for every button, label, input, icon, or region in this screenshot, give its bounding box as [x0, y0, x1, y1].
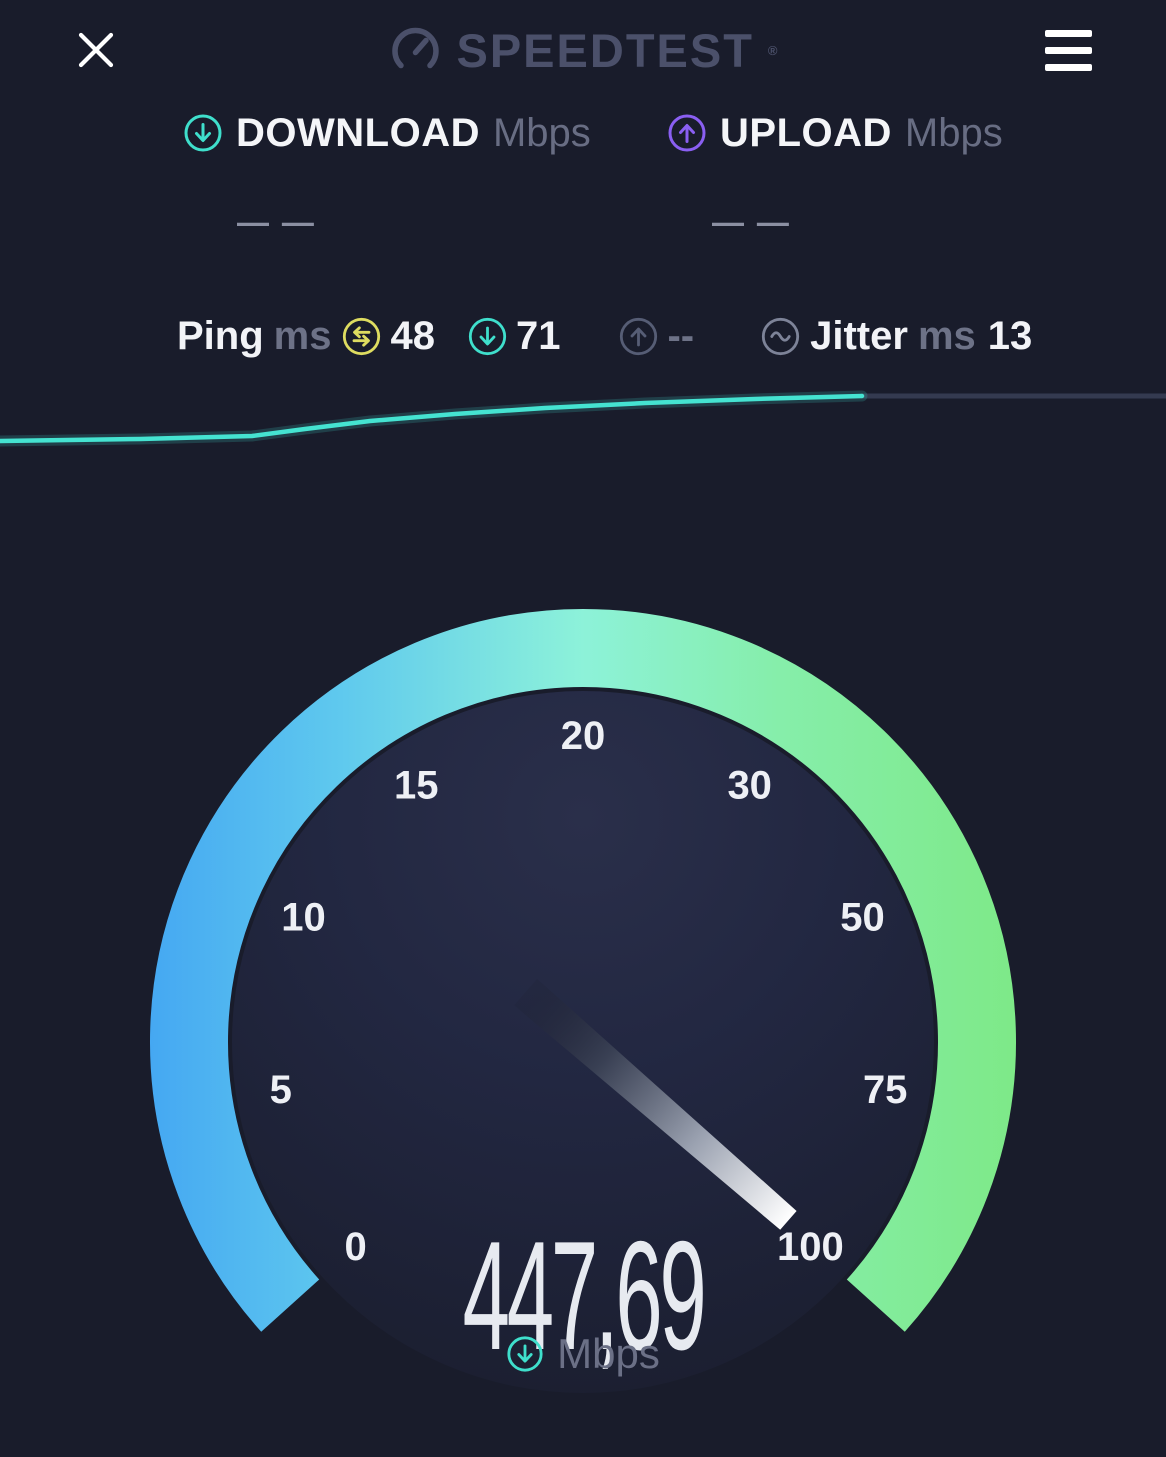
speed-graph — [0, 390, 1166, 447]
gauge-tick-100: 100 — [777, 1225, 844, 1269]
current-speed-unit: Mbps — [557, 1330, 660, 1377]
gauge-needle — [514, 978, 797, 1230]
upload-unit: Mbps — [904, 110, 1003, 155]
upload-circle-icon — [668, 114, 706, 152]
speedtest-logo: SPEEDTEST ® — [388, 24, 778, 78]
jitter-value: 13 — [987, 313, 1033, 358]
speed-graph-line — [0, 393, 865, 444]
download-unit: Mbps — [492, 110, 591, 155]
menu-icon-bar — [1045, 47, 1092, 54]
gauge-arc — [150, 608, 1016, 1332]
download-header: DOWNLOAD Mbps — [183, 106, 591, 160]
speed-graph-glow — [0, 390, 868, 447]
jitter-unit: ms — [917, 313, 976, 358]
gauge-tick-10: 10 — [281, 896, 326, 940]
gauge-tick-75: 75 — [863, 1068, 908, 1112]
ping-exchange-icon — [341, 316, 382, 357]
current-speed-readout: 447,69 — [0, 1218, 1166, 1373]
logo-text: SPEEDTEST — [456, 24, 754, 77]
gauge-tick-50: 50 — [840, 896, 885, 940]
gauge-tick-0: 0 — [344, 1225, 366, 1269]
metrics-row: Ping ms 48 71 — [177, 308, 1032, 364]
gauge-tick-30: 30 — [727, 763, 772, 807]
current-speed-unit-row: Mbps — [0, 1330, 1166, 1378]
ping-value: 48 — [390, 313, 435, 358]
ping-label: Ping — [177, 313, 264, 358]
jitter-wave-icon — [760, 316, 801, 357]
upload-value-placeholder: — — — [712, 204, 791, 240]
upload-latency-value: -- — [667, 313, 695, 358]
ping-unit: ms — [273, 313, 332, 358]
gauge-tick-5: 5 — [270, 1068, 292, 1112]
speedtest-gauge-icon — [392, 27, 439, 69]
download-latency-value: 71 — [515, 313, 561, 358]
gauge-tick-labels: 0 5 10 15 20 30 50 75 100 — [270, 714, 908, 1269]
menu-icon-bar — [1045, 30, 1092, 37]
close-button[interactable] — [72, 26, 120, 74]
upload-header: UPLOAD Mbps — [667, 106, 1003, 160]
menu-button[interactable] — [1045, 30, 1092, 71]
download-value-placeholder: — — — [237, 204, 316, 240]
download-circle-icon-small — [507, 1336, 543, 1372]
menu-icon-bar — [1045, 64, 1092, 71]
download-circle-icon — [184, 114, 222, 152]
speed-gauge: 0 5 10 15 20 30 50 75 100 — [150, 608, 1016, 1393]
download-label: DOWNLOAD — [236, 110, 480, 155]
logo-trademark: ® — [767, 43, 778, 58]
upload-latency-icon — [618, 316, 659, 357]
upload-label: UPLOAD — [720, 110, 892, 155]
current-speed-value: 447,69 — [462, 1209, 707, 1382]
download-latency-icon — [467, 316, 508, 357]
jitter-label: Jitter — [810, 313, 908, 358]
close-icon — [78, 32, 114, 68]
gauge-tick-15: 15 — [394, 763, 439, 807]
gauge-tick-20: 20 — [561, 714, 606, 758]
